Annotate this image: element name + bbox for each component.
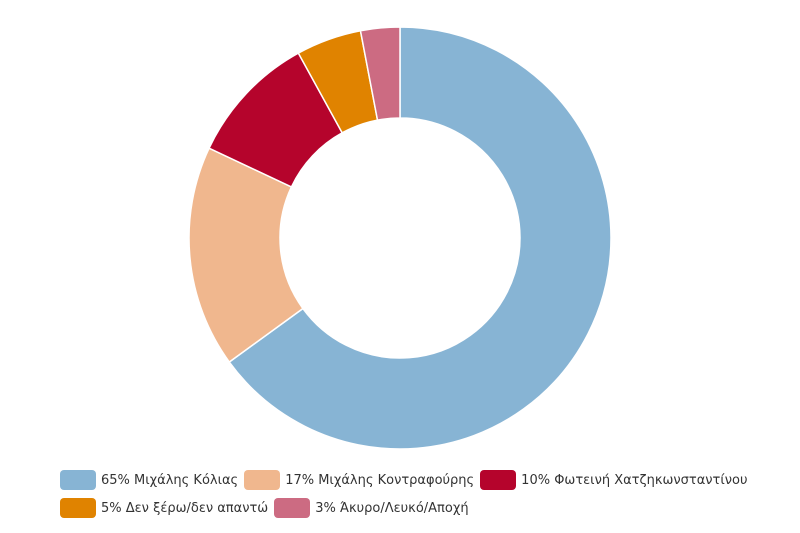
legend-item-chatzikonstantinou[interactable]: 10% Φωτεινή Χατζηκωνσταντίνου: [480, 470, 748, 490]
chart-legend: 65% Μιχάλης Κόλιας 17% Μιχάλης Κοντραφού…: [60, 468, 780, 524]
legend-label-kontrafouris: 17% Μιχάλης Κοντραφούρης: [285, 472, 475, 488]
legend-label-dont-know: 5% Δεν ξέρω/δεν απαντώ: [101, 500, 269, 516]
legend-row-2: 5% Δεν ξέρω/δεν απαντώ 3% Άκυρο/Λευκό/Απ…: [60, 496, 780, 520]
legend-swatch-dont-know: [60, 498, 96, 518]
legend-row-1: 65% Μιχάλης Κόλιας 17% Μιχάλης Κοντραφού…: [60, 468, 780, 492]
donut-slice-void-blank[interactable]: [359, 26, 401, 122]
legend-swatch-kolias: [60, 470, 96, 490]
legend-swatch-void-blank: [274, 498, 311, 518]
legend-label-void-blank: 3% Άκυρο/Λευκό/Αποχή: [315, 500, 469, 516]
donut-slices: [188, 26, 612, 450]
legend-swatch-kontrafouris: [244, 470, 281, 490]
legend-item-dont-know[interactable]: 5% Δεν ξέρω/δεν απαντώ: [60, 498, 268, 518]
legend-item-kolias[interactable]: 65% Μιχάλης Κόλιας: [60, 470, 238, 490]
legend-swatch-chatzikonstantinou: [480, 470, 517, 490]
donut-slice-kolias[interactable]: [228, 26, 612, 450]
legend-item-void-blank[interactable]: 3% Άκυρο/Λευκό/Αποχή: [274, 498, 469, 518]
legend-label-kolias: 65% Μιχάλης Κόλιας: [101, 472, 239, 488]
legend-label-chatzikonstantinou: 10% Φωτεινή Χατζηκωνσταντίνου: [521, 472, 748, 488]
legend-item-kontrafouris[interactable]: 17% Μιχάλης Κοντραφούρης: [244, 470, 474, 490]
